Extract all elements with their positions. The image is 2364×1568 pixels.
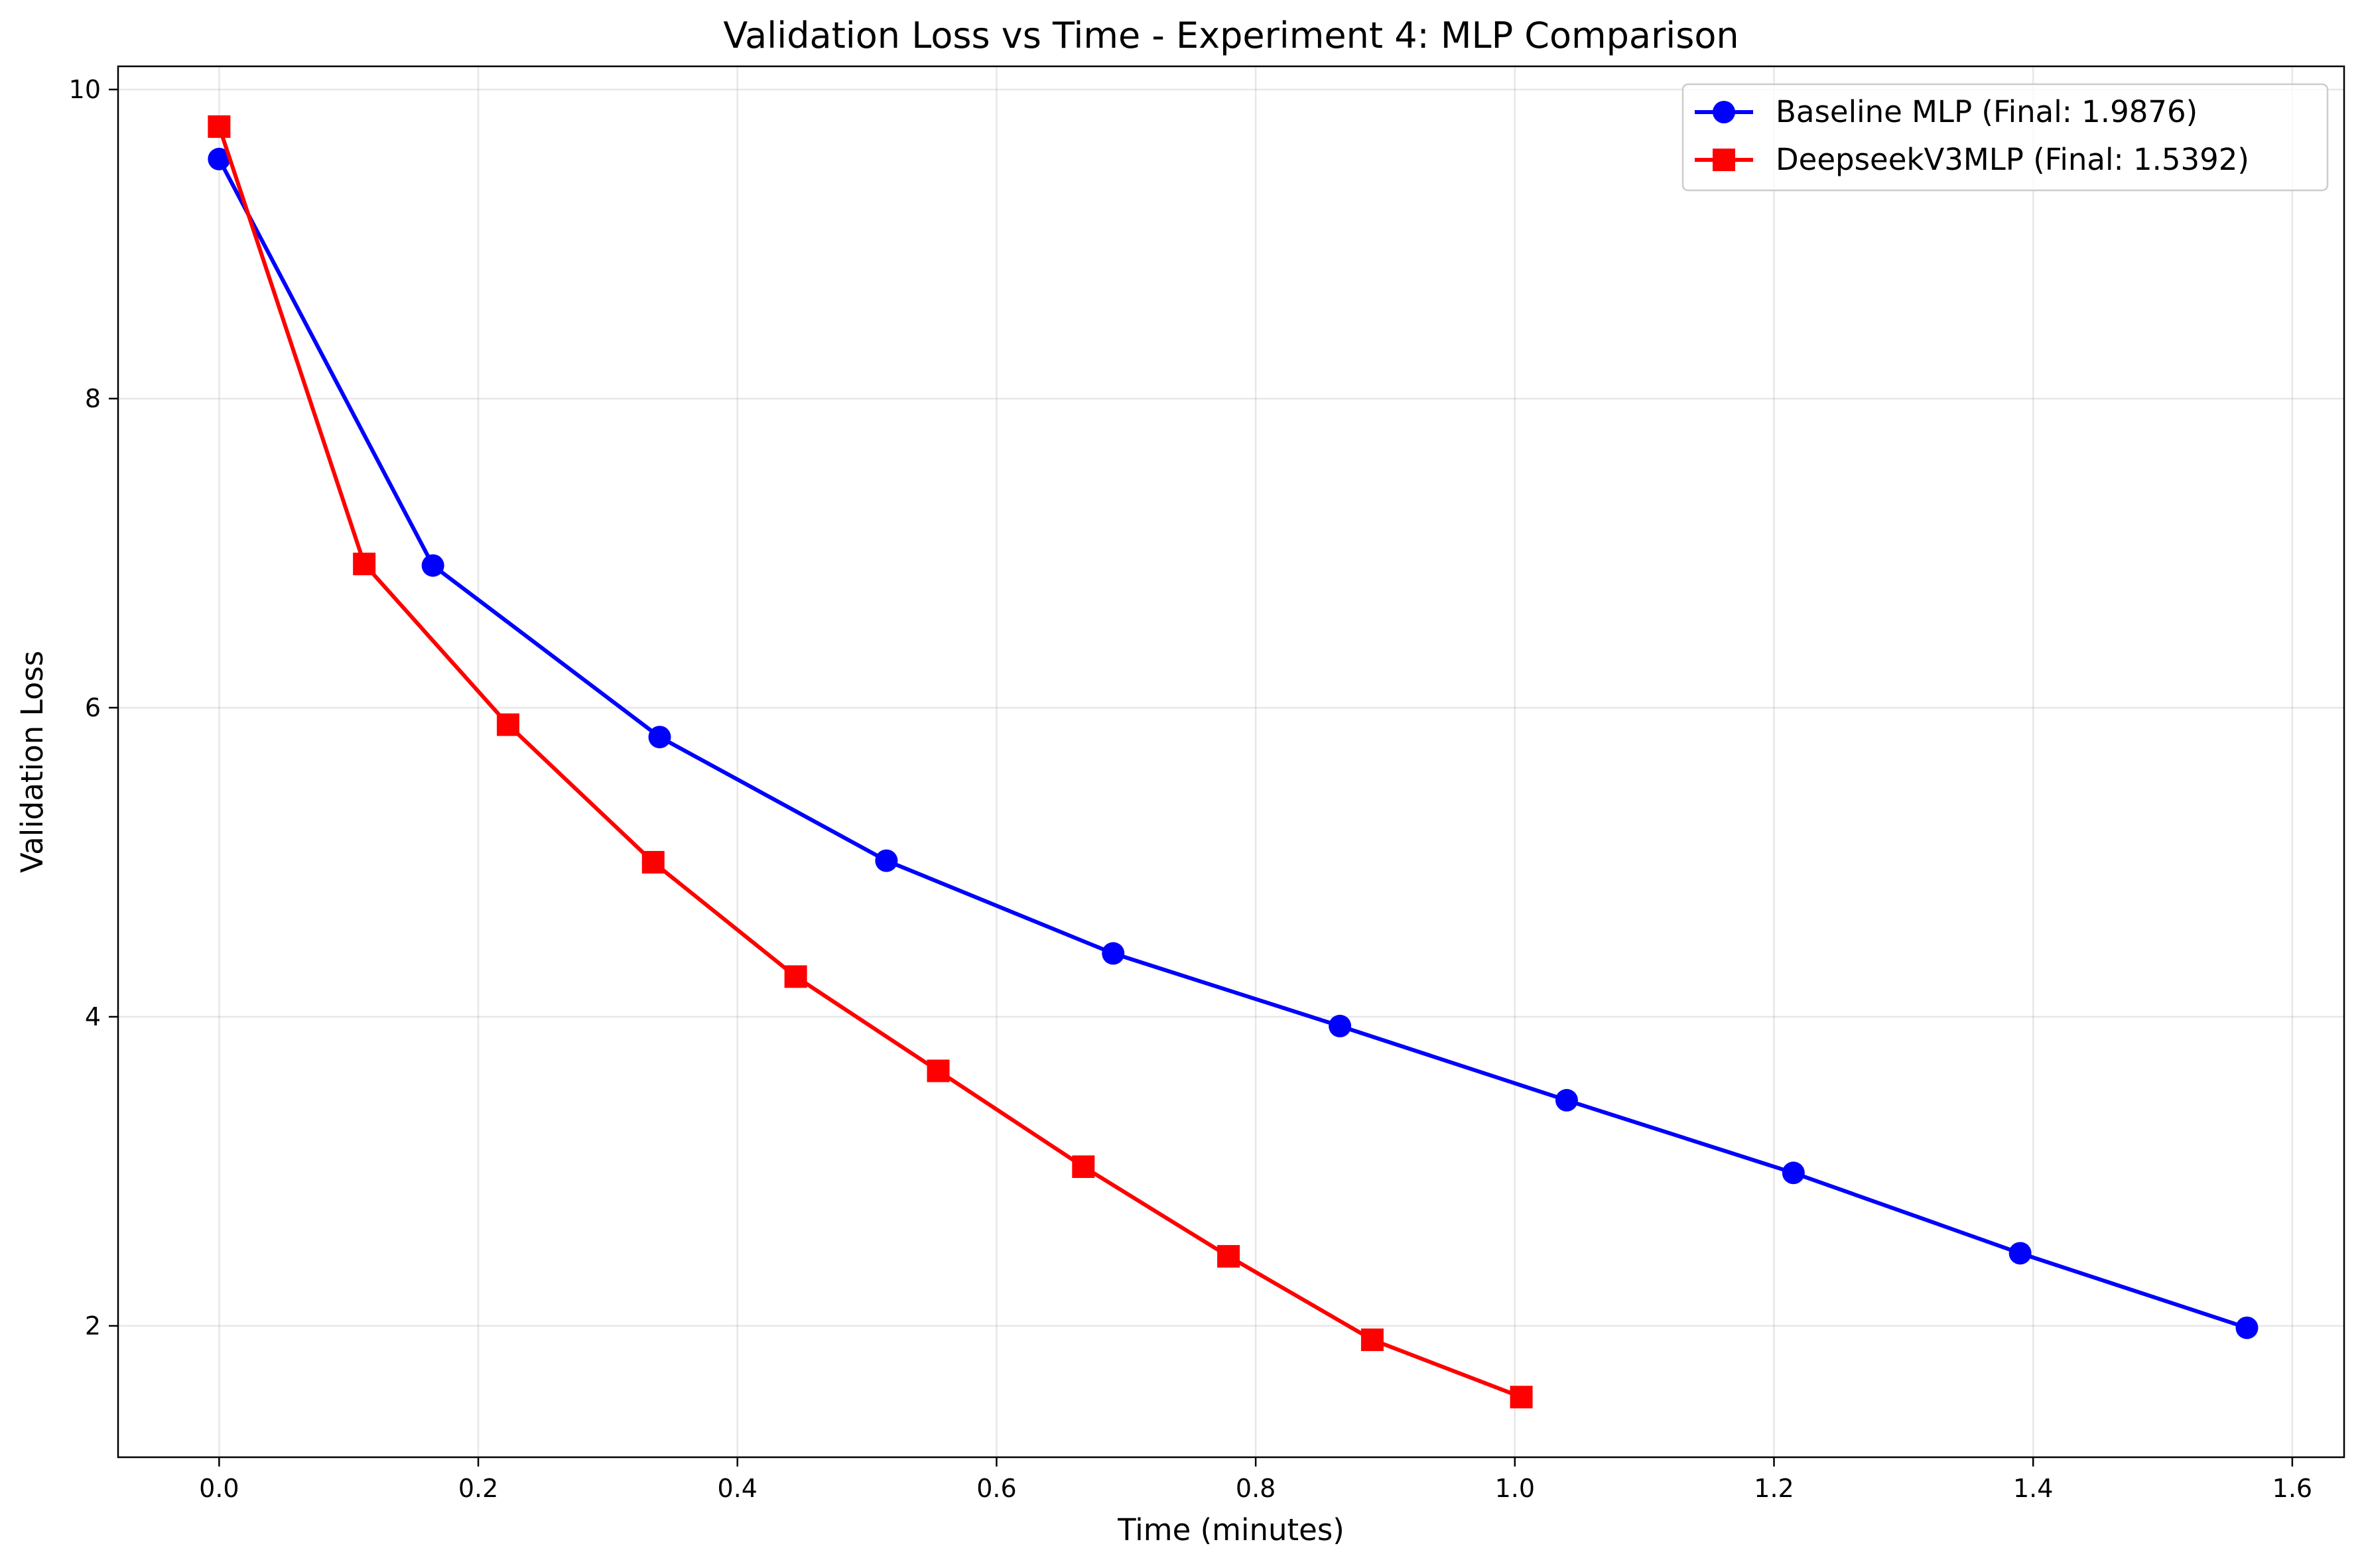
series-1: [208, 147, 2259, 1339]
series-2-point: [208, 115, 231, 138]
legend-label: Baseline MLP (Final: 1.9876): [1776, 94, 2198, 129]
x-tick-label: 0.8: [1236, 1474, 1276, 1503]
series-2-point: [496, 713, 519, 736]
series-1-point: [648, 726, 671, 749]
series-2-point: [784, 965, 807, 988]
y-tick-label: 10: [69, 75, 101, 104]
y-axis-ticks: 2 4 6 8 10: [69, 75, 118, 1340]
legend-marker: [1713, 149, 1735, 171]
x-tick-label: 0.4: [718, 1474, 757, 1503]
series-1-point: [208, 147, 231, 170]
legend-marker: [1713, 101, 1735, 123]
series-2-point: [353, 553, 376, 576]
x-tick-label: 0.2: [458, 1474, 498, 1503]
series-1-point: [875, 849, 898, 872]
series-2-point: [641, 850, 665, 874]
x-tick-label: 1.0: [1495, 1474, 1535, 1503]
series-1-point: [1782, 1161, 1805, 1185]
y-tick-label: 6: [85, 693, 101, 722]
x-axis-ticks: 0.0 0.2 0.4 0.6 0.8 1.0 1.2 1.4 1.6: [199, 1457, 2312, 1503]
series-2-point: [927, 1059, 950, 1082]
series-1-point: [2235, 1316, 2259, 1339]
series-2-point: [1072, 1155, 1095, 1178]
x-tick-label: 0.0: [199, 1474, 239, 1503]
y-axis-label: Validation Loss: [15, 651, 50, 873]
legend-item: Baseline MLP (Final: 1.9876): [1695, 94, 2198, 129]
y-tick-label: 2: [85, 1311, 101, 1340]
series-1-point: [2008, 1242, 2032, 1265]
series-1-line: [217, 157, 2249, 1330]
x-tick-label: 1.6: [2272, 1474, 2312, 1503]
y-tick-label: 8: [85, 384, 101, 413]
series-2-line: [217, 124, 1524, 1400]
series-1-point: [421, 554, 444, 577]
x-tick-label: 0.6: [976, 1474, 1016, 1503]
legend: Baseline MLP (Final: 1.9876) DeepseekV3ML…: [1681, 83, 2329, 192]
series-1-point: [1329, 1014, 1352, 1037]
chart-title: Validation Loss vs Time - Experiment 4: …: [723, 15, 1739, 56]
x-axis-label: Time (minutes): [1117, 1512, 1345, 1547]
series-2-point: [1217, 1245, 1240, 1268]
y-tick-label: 4: [85, 1002, 101, 1031]
series-2-point: [1360, 1328, 1384, 1351]
x-tick-label: 1.2: [1754, 1474, 1794, 1503]
x-tick-label: 1.4: [2013, 1474, 2053, 1503]
plot-frame: [117, 65, 2345, 1459]
legend-item: DeepseekV3MLP (Final: 1.5392): [1695, 142, 2249, 177]
series-2: [208, 115, 1533, 1409]
series-1-point: [1555, 1088, 1578, 1112]
legend-label: DeepseekV3MLP (Final: 1.5392): [1776, 142, 2249, 177]
series-1-point: [1102, 942, 1125, 965]
plot-series: [208, 115, 2259, 1409]
series-2-point: [1510, 1386, 1533, 1409]
legend-box: [1681, 83, 2329, 192]
